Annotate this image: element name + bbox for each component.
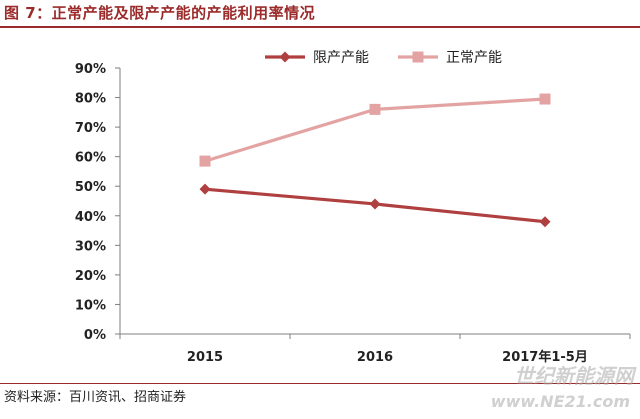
y-tick-label: 0% [84, 328, 106, 343]
watermark-logo: 世纪新能源网 [514, 364, 634, 388]
data-point-series1-2 [369, 198, 381, 210]
y-tick-label: 40% [75, 210, 106, 225]
data-point-series2-3 [539, 93, 551, 105]
source-rule [0, 383, 640, 384]
watermark-url: www.NE21.com [490, 392, 630, 411]
legend-label-1: 限产产能 [313, 50, 369, 66]
x-tick-label: 2016 [357, 350, 393, 365]
legend-label-2: 正常产能 [446, 50, 502, 66]
y-tick-label: 90% [75, 62, 106, 77]
source-note: 资料来源：百川资讯、招商证券 [4, 390, 187, 405]
data-point-series1-3 [539, 216, 551, 228]
data-point-series2-1 [199, 155, 211, 167]
y-tick-label: 60% [75, 151, 106, 166]
y-tick-label: 70% [75, 121, 106, 136]
title-rule [0, 26, 640, 28]
line-chart: 0% 10% 20% 30% 40% 50% 60% 70% 80% 90% 2015 2016 201… [75, 50, 631, 365]
legend-marker-2 [412, 51, 424, 63]
x-tick-label: 2017年1-5月 [502, 349, 588, 365]
legend-marker-1 [279, 51, 291, 63]
data-point-series2-2 [369, 103, 381, 115]
y-tick-label: 10% [75, 298, 106, 313]
x-tick-label: 2015 [187, 350, 223, 365]
data-point-series1-1 [199, 183, 211, 195]
figure-title: 图 7：正常产能及限产产能的产能利用率情况 [4, 4, 316, 22]
y-tick-label: 30% [75, 239, 106, 254]
y-tick-label: 20% [75, 269, 106, 284]
y-tick-label: 50% [75, 180, 106, 195]
y-tick-label: 80% [75, 92, 106, 107]
